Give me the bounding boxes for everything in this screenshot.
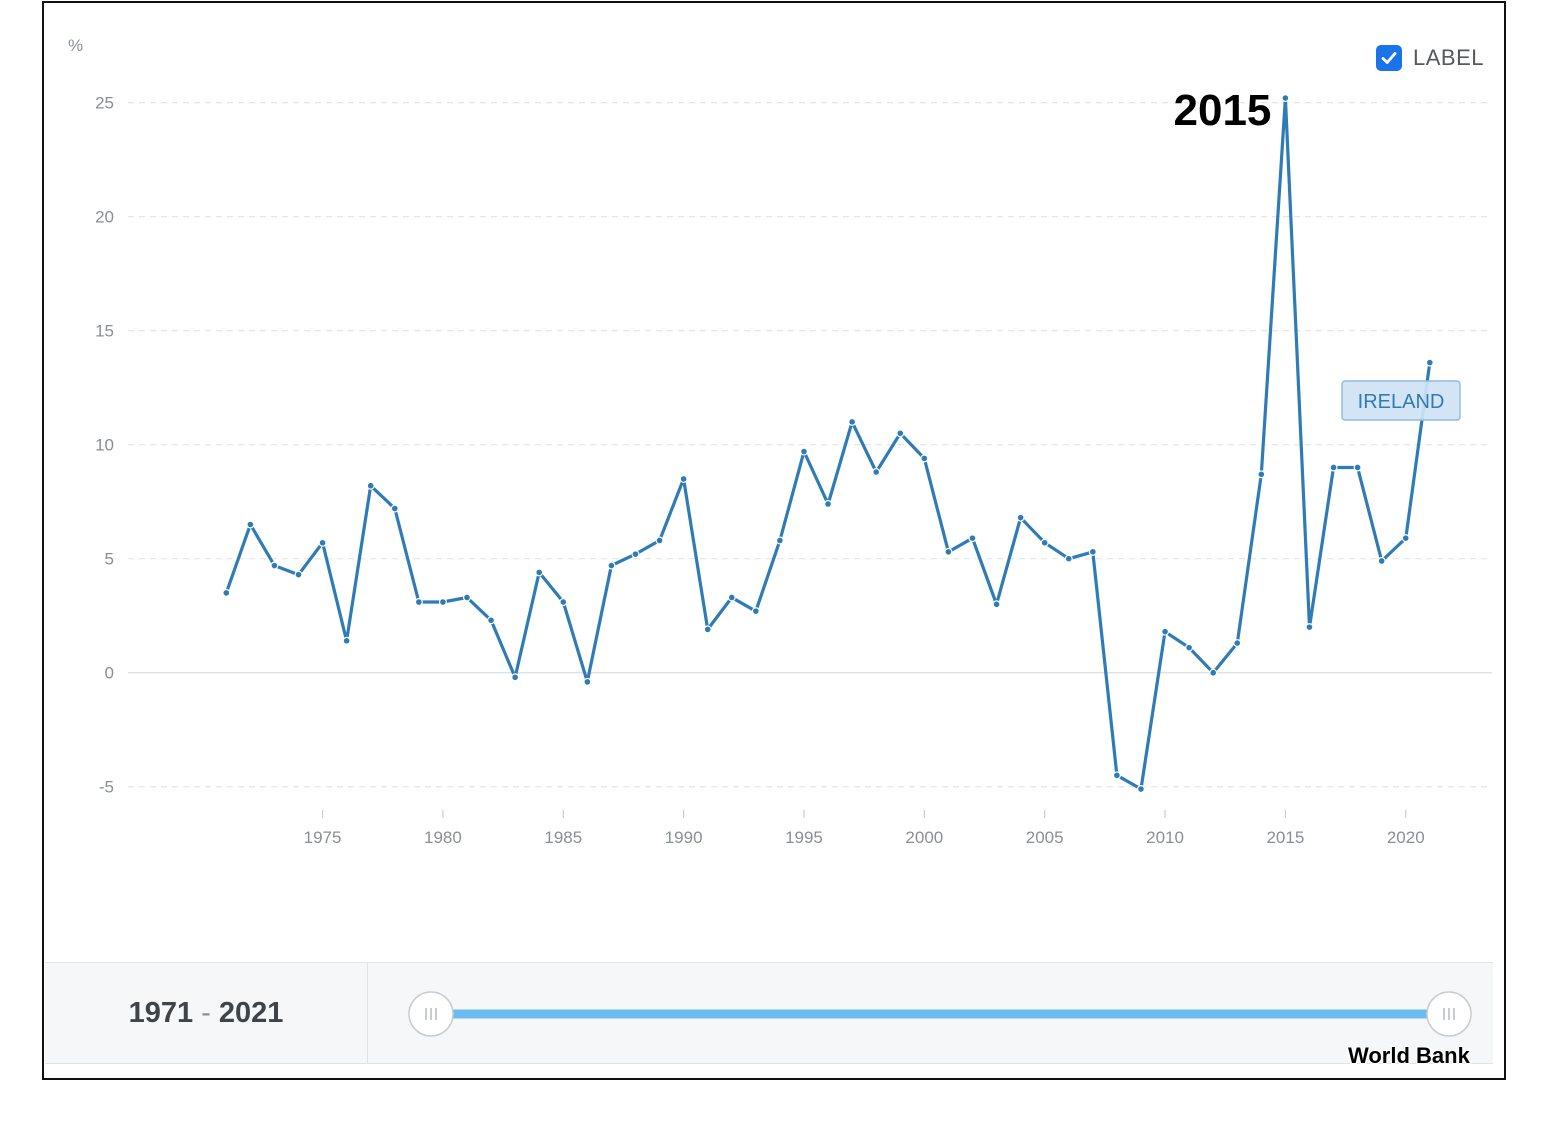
data-point[interactable] (1257, 470, 1266, 479)
x-tick-label: 1990 (665, 828, 703, 847)
data-point[interactable] (270, 561, 279, 570)
label-toggle-text: LABEL (1413, 45, 1484, 70)
range-display: 1971 - 2021 (45, 963, 368, 1063)
data-point[interactable] (703, 625, 712, 634)
data-point[interactable] (462, 593, 471, 602)
data-point[interactable] (1064, 554, 1073, 563)
x-tick-label: 2015 (1266, 828, 1304, 847)
data-point[interactable] (1088, 547, 1097, 556)
data-point[interactable] (1016, 513, 1025, 522)
data-point[interactable] (920, 454, 929, 463)
data-point[interactable] (294, 570, 303, 579)
range-separator: - (201, 996, 211, 1029)
data-point[interactable] (222, 588, 231, 597)
data-point[interactable] (1329, 463, 1338, 472)
data-point[interactable] (775, 536, 784, 545)
slider-handle-start[interactable] (408, 991, 454, 1037)
data-point[interactable] (535, 568, 544, 577)
data-point[interactable] (414, 598, 423, 607)
peak-annotation: 2015 (1174, 86, 1272, 135)
y-tick-label: -5 (99, 778, 114, 797)
x-tick-label: 2000 (905, 828, 943, 847)
data-point[interactable] (559, 598, 568, 607)
data-point[interactable] (799, 447, 808, 456)
label-toggle[interactable]: LABEL (1376, 45, 1484, 71)
data-point[interactable] (679, 474, 688, 483)
data-point[interactable] (1136, 785, 1145, 794)
y-tick-label: 25 (95, 94, 114, 113)
y-axis-ticks: 25 20 15 10 5 0 -5 (95, 94, 114, 797)
y-axis-unit: % (68, 36, 84, 55)
data-point[interactable] (607, 561, 616, 570)
data-point[interactable] (583, 677, 592, 686)
label-checkbox[interactable] (1376, 45, 1402, 71)
data-point[interactable] (848, 417, 857, 426)
x-axis-ticks: 1975 1980 1985 1990 1995 2000 2005 2010 2015 2020 (304, 810, 1425, 847)
data-point[interactable] (1185, 643, 1194, 652)
data-point[interactable] (511, 673, 520, 682)
range-end: 2021 (218, 996, 284, 1029)
checkmark-icon (1381, 52, 1397, 64)
y-tick-label: 20 (95, 208, 114, 227)
series-line[interactable] (224, 96, 1432, 791)
y-tick-label: 5 (105, 550, 114, 569)
data-point[interactable] (1377, 556, 1386, 565)
data-point[interactable] (824, 499, 833, 508)
data-point[interactable] (342, 636, 351, 645)
data-point[interactable] (438, 598, 447, 607)
data-point[interactable] (1281, 94, 1290, 103)
slider-handle-end[interactable] (1426, 991, 1472, 1037)
x-tick-label: 2010 (1146, 828, 1184, 847)
data-point[interactable] (727, 593, 736, 602)
data-point[interactable] (246, 520, 255, 529)
data-point[interactable] (992, 600, 1001, 609)
data-point[interactable] (655, 536, 664, 545)
data-point[interactable] (944, 547, 953, 556)
time-range-bar: 1971 - 2021 (45, 962, 1493, 1064)
data-point[interactable] (751, 607, 760, 616)
data-point[interactable] (872, 468, 881, 477)
data-point[interactable] (896, 429, 905, 438)
data-point[interactable] (366, 481, 375, 490)
data-point[interactable] (1425, 358, 1434, 367)
data-point[interactable] (1161, 627, 1170, 636)
data-point[interactable] (631, 550, 640, 559)
series-ireland[interactable] (222, 94, 1434, 794)
x-tick-label: 1980 (424, 828, 462, 847)
y-tick-label: 10 (95, 436, 114, 455)
data-point[interactable] (487, 616, 496, 625)
x-tick-label: 2020 (1387, 828, 1425, 847)
data-point[interactable] (318, 538, 327, 547)
chart-frame (42, 1, 1506, 1080)
series-label-text: IRELAND (1358, 391, 1445, 413)
series-label-tag: IRELAND (1341, 380, 1461, 421)
y-tick-label: 0 (105, 664, 114, 683)
data-point[interactable] (1040, 538, 1049, 547)
y-tick-label: 15 (95, 322, 114, 341)
data-point[interactable] (968, 534, 977, 543)
x-tick-label: 1975 (304, 828, 342, 847)
data-point[interactable] (1209, 668, 1218, 677)
data-point[interactable] (1233, 639, 1242, 648)
gridlines (128, 102, 1492, 788)
x-tick-label: 1995 (785, 828, 823, 847)
data-point[interactable] (390, 504, 399, 513)
annotations: 2015 IRELAND (1172, 85, 1461, 421)
range-start: 1971 (128, 996, 194, 1029)
data-point[interactable] (1112, 771, 1121, 780)
x-tick-label: 1985 (544, 828, 582, 847)
data-point[interactable] (1305, 623, 1314, 632)
year-range-slider[interactable] (45, 963, 1493, 1063)
source-attribution: World Bank (1348, 1043, 1470, 1068)
x-tick-label: 2005 (1026, 828, 1064, 847)
data-point[interactable] (1401, 534, 1410, 543)
data-point[interactable] (1353, 463, 1362, 472)
